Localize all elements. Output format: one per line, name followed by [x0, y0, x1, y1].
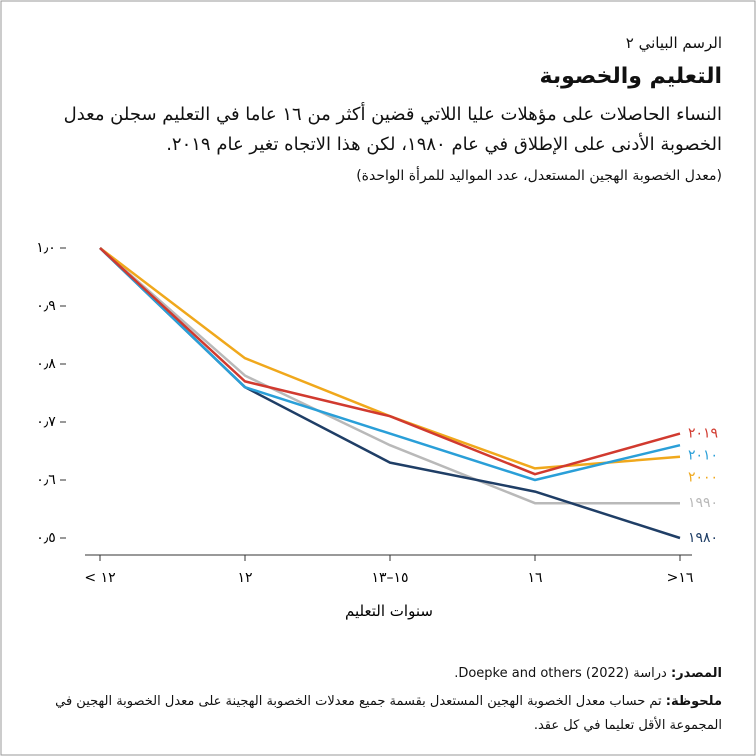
subtitle: النساء الحاصلات على مؤهلات عليا اللاتي ق…	[63, 104, 722, 155]
y-tick-label: ١٫٠	[36, 240, 56, 256]
line	[99, 247, 680, 505]
note-label: ملحوظة:	[665, 694, 722, 709]
line	[99, 247, 681, 482]
line	[99, 247, 681, 470]
source: المصدر: دراسة Doepke and others (2022).	[32, 666, 722, 681]
x-tick-label: >١٦	[667, 570, 694, 586]
source-label: المصدر:	[670, 666, 722, 681]
series-label: ٢٠١٠	[688, 448, 718, 464]
y-tick-label: ٠٫٧	[36, 414, 56, 430]
source-text: دراسة Doepke and others (2022).	[454, 666, 667, 681]
x-tick-label: < ١٢	[84, 570, 115, 586]
unit-note: (معدل الخصوبة الهجين المستعدل، عدد الموا…	[356, 168, 722, 184]
line	[99, 247, 681, 540]
header: الرسم البياني ٢	[625, 34, 722, 52]
y-tick-label: ٠٫٩	[36, 298, 56, 314]
series-label: ٢٠٠٠	[688, 470, 718, 486]
x-tick-label: ١٥–١٣	[371, 570, 408, 586]
x-tick-label: ١٢	[237, 570, 252, 586]
series-label: ١٩٩٠	[688, 495, 718, 511]
note: ملحوظة: تم حساب معدل الخصوبة الهجين المس…	[22, 690, 722, 738]
y-tick-label: ٠٫٨	[36, 356, 56, 372]
series-label: ٢٠١٩	[688, 426, 718, 442]
series-label: ١٩٨٠	[688, 530, 718, 546]
y-tick-label: ٠٫٦	[36, 472, 56, 488]
x-tick-label: ١٦	[527, 570, 542, 586]
y-tick-label: ٠٫٥	[36, 530, 56, 546]
line	[99, 247, 681, 476]
chart-title: التعليم والخصوبة	[539, 64, 722, 89]
note-text: تم حساب معدل الخصوبة الهجين المستعدل بقس…	[55, 694, 722, 733]
x-axis-title: سنوات التعليم	[345, 602, 433, 620]
